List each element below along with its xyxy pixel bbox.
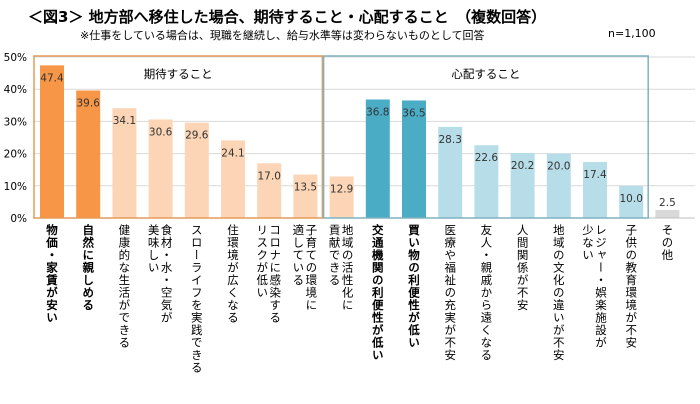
bar (112, 108, 137, 218)
x-tick-label: 子育ての環境に 適している (291, 224, 319, 312)
data-label: 28.3 (439, 134, 462, 146)
data-label: 17.4 (583, 169, 607, 181)
y-tick-label: 40% (4, 84, 27, 96)
bar (619, 185, 644, 218)
data-label: 34.1 (113, 115, 136, 127)
x-tick-label: その他 (660, 224, 675, 262)
data-label: 17.0 (258, 170, 281, 182)
group-label: 期待すること (144, 67, 213, 81)
x-tick-label: 人間関係が不安 (515, 224, 530, 312)
group-box (322, 55, 649, 219)
y-tick-label: 0% (10, 213, 27, 225)
x-tick-label: 地域の文化の違いが不安 (551, 224, 566, 362)
bar (583, 161, 607, 218)
data-label: 29.6 (185, 130, 209, 142)
bar (510, 152, 535, 218)
x-tick-label: 医療や福祉の充実が不安 (443, 224, 458, 362)
x-tick-label: 自然に親しめる (81, 224, 96, 312)
sample-size: n=1,100 (608, 27, 656, 40)
x-tick-label: 地域の活性化に 貢献できる (327, 224, 355, 312)
data-label: 20.2 (511, 160, 534, 172)
y-tick-label: 50% (4, 52, 27, 64)
x-tick-label: レジャー・娯楽施設が 少ない (581, 224, 608, 349)
bar (221, 140, 245, 218)
x-tick-label: 交通機関の利便性が低い (370, 224, 385, 362)
group-box (33, 55, 324, 219)
x-tick-label: コロナに感染する リスクが低い (255, 224, 283, 324)
x-tick-label: 健康的な生活ができる (117, 224, 132, 349)
data-label: 36.8 (366, 107, 389, 119)
bar (438, 126, 463, 218)
bar (76, 90, 101, 218)
chart-subtitle: ※仕事をしている場合は、現職を継続し、給与水準等は変わらないものとして回答 (80, 29, 485, 42)
bar (40, 65, 64, 218)
data-label: 24.1 (221, 147, 244, 159)
data-label: 30.6 (149, 126, 173, 138)
y-tick-label: 20% (4, 149, 27, 161)
x-tick-label: 物価・家賃が安い (45, 224, 59, 324)
bar (257, 163, 282, 218)
data-label: 22.6 (475, 152, 499, 164)
x-tick-label: 住環境が広くなる (226, 224, 240, 324)
data-label: 13.5 (294, 182, 317, 194)
y-tick-label: 10% (4, 181, 27, 193)
y-tick-label: 30% (4, 116, 27, 128)
bar (329, 176, 354, 218)
bar (365, 99, 390, 218)
x-tick-label: 友人・親戚から遠くなる (479, 224, 494, 362)
chart-title: ＜図3＞ 地方部へ移住した場合、期待すること・心配すること （複数回答） (28, 8, 547, 26)
bar (148, 119, 173, 218)
bar (293, 174, 318, 218)
x-tick-label: スローライフを実践できる (189, 224, 204, 374)
data-label: 12.9 (330, 183, 353, 195)
data-label: 10.0 (620, 193, 643, 205)
bar (184, 122, 209, 218)
bar (546, 153, 571, 218)
x-tick-label: 子供の教育環境が不安 (624, 224, 639, 349)
x-tick-label: 食材・水・空気が 美味しい (146, 224, 174, 324)
group-label: 心配すること (451, 67, 520, 81)
data-label: 36.5 (402, 107, 425, 119)
data-label: 39.6 (77, 97, 101, 109)
bar (402, 100, 426, 218)
data-label: 2.5 (659, 197, 676, 209)
data-label: 20.0 (547, 161, 570, 173)
x-tick-label: 買い物の利便性が低い (407, 224, 421, 349)
data-label: 47.4 (40, 72, 64, 84)
bar (655, 209, 680, 218)
bar (474, 145, 499, 218)
